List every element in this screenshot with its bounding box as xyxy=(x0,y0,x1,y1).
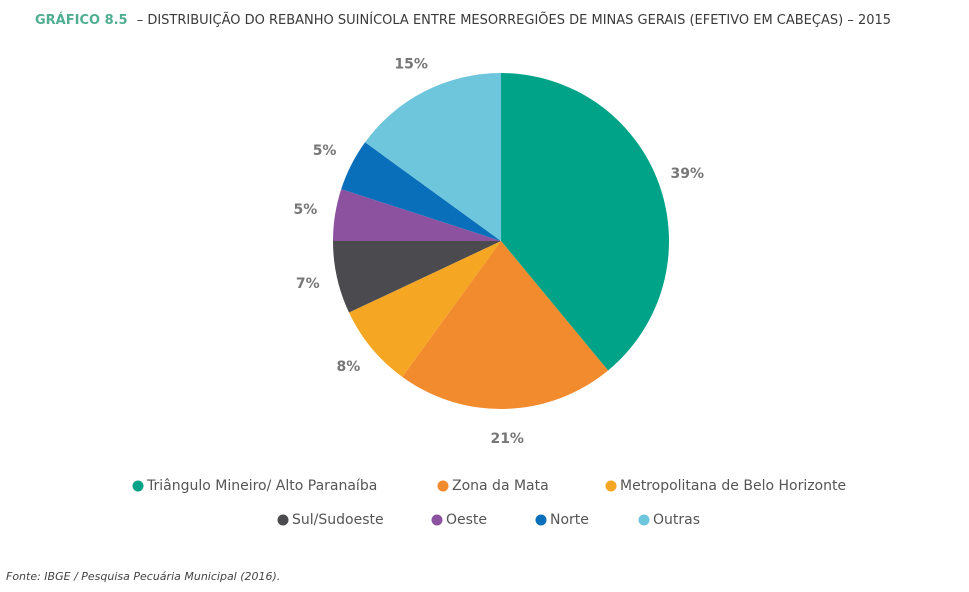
legend-marker xyxy=(638,514,650,526)
legend-label: Triângulo Mineiro/ Alto Paranaíba xyxy=(146,478,377,494)
pie-slice xyxy=(501,73,670,371)
chart-title: GRÁFICO 8.5 – DISTRIBUIÇÃO DO REBANHO SU… xyxy=(35,10,891,29)
slice-label: 21% xyxy=(490,431,524,447)
title-text: – DISTRIBUIÇÃO DO REBANHO SUINÍCOLA ENTR… xyxy=(137,12,891,28)
slice-label: 8% xyxy=(337,359,361,375)
pie-slice xyxy=(333,241,501,313)
slice-label: 39% xyxy=(671,166,705,182)
pie-slice xyxy=(348,241,501,377)
legend-marker xyxy=(277,514,289,526)
legend-marker xyxy=(535,514,547,526)
legend-marker xyxy=(605,480,617,492)
legend-label: Oeste xyxy=(446,512,487,528)
pie-slice xyxy=(333,189,501,241)
legend-label: Sul/Sudoeste xyxy=(292,512,384,528)
slice-label: 15% xyxy=(394,57,428,73)
pie-slice xyxy=(341,142,501,241)
pie-slice xyxy=(365,73,501,241)
legend-label: Metropolitana de Belo Horizonte xyxy=(620,478,846,494)
legend-marker xyxy=(437,480,449,492)
title-prefix: GRÁFICO 8.5 xyxy=(35,12,128,28)
legend-marker xyxy=(132,480,144,492)
legend-label: Zona da Mata xyxy=(452,478,549,494)
legend-label: Norte xyxy=(550,512,589,528)
slice-label: 5% xyxy=(294,202,318,218)
slice-label: 5% xyxy=(313,143,337,159)
source: Fonte: IBGE / Pesquisa Pecuária Municipa… xyxy=(6,570,280,583)
legend-label: Outras xyxy=(653,512,700,528)
slice-label: 7% xyxy=(296,276,320,292)
legend-marker xyxy=(431,514,443,526)
pie-slice xyxy=(402,241,609,409)
